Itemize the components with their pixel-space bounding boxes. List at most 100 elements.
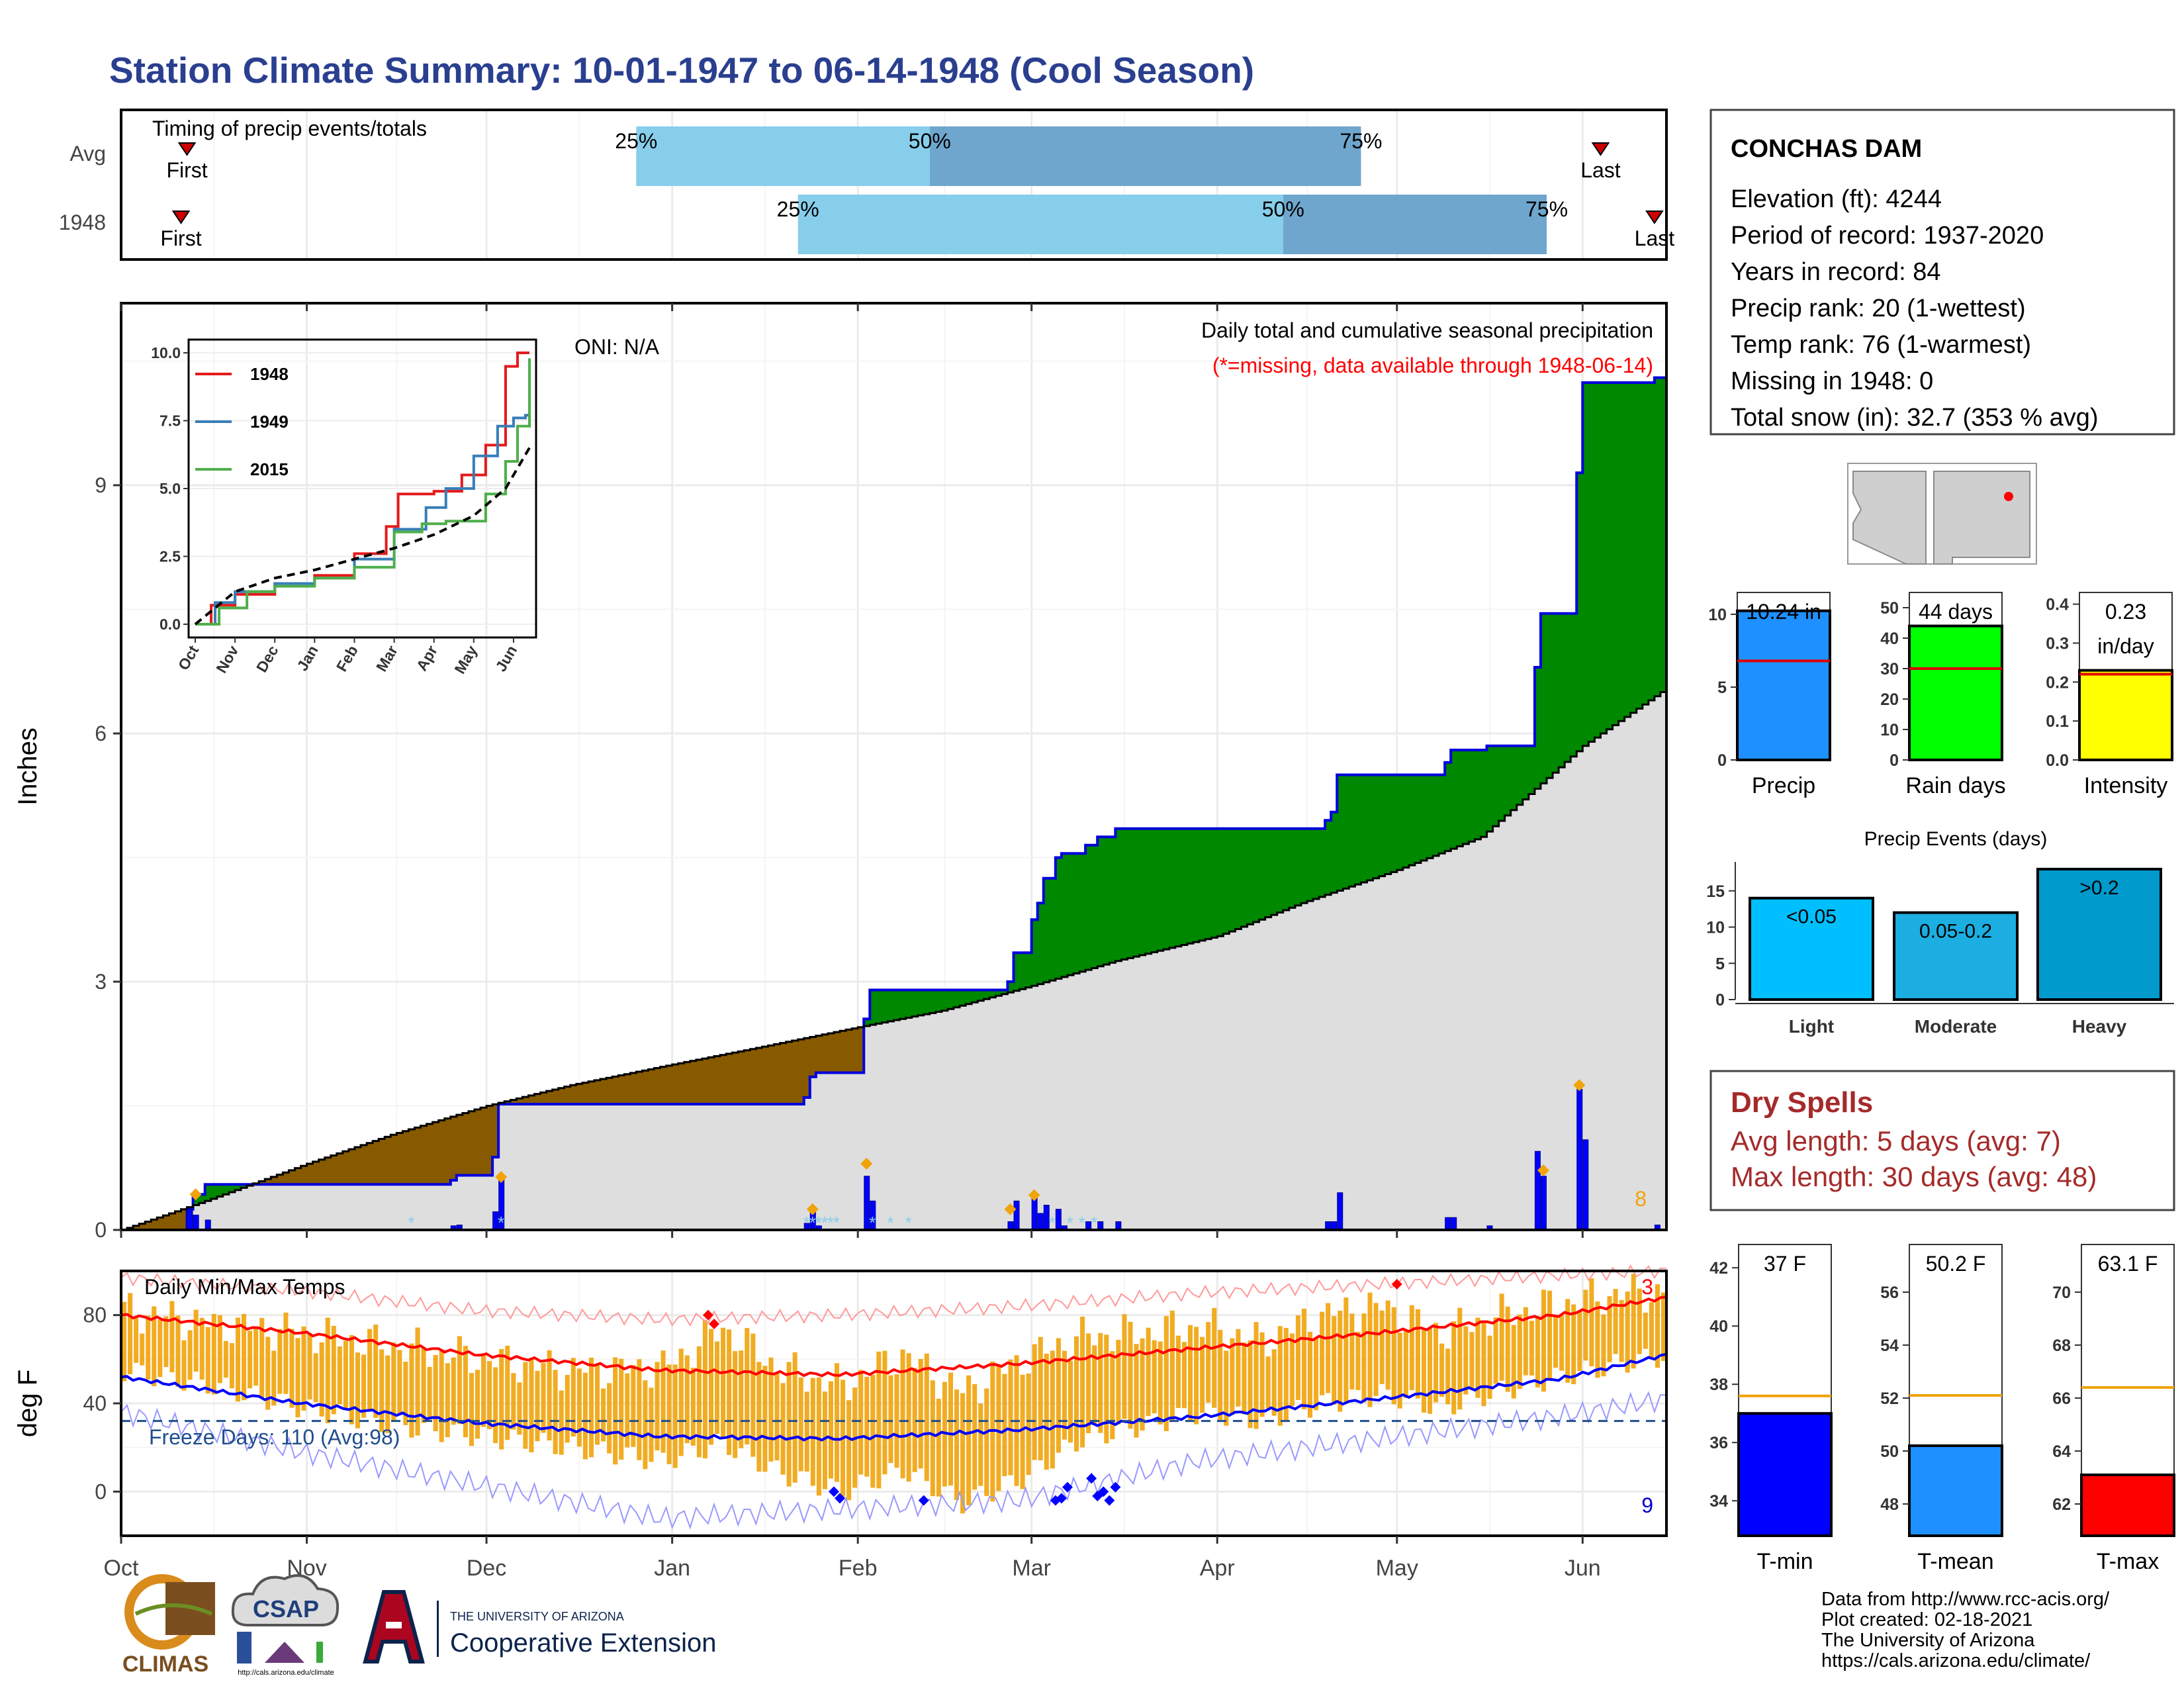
deficit-area (408, 1129, 416, 1185)
deficit-area (666, 1065, 673, 1104)
dry-spells-title: Dry Spells (1731, 1086, 1873, 1119)
daily-temp-bar (727, 1329, 732, 1455)
daily-temp-bar (1469, 1332, 1475, 1389)
daily-temp-bar (1433, 1323, 1439, 1403)
deficit-area (402, 1131, 410, 1185)
deficit-area (528, 1095, 535, 1104)
daily-temp-bar (1158, 1341, 1163, 1425)
daily-temp-bar (1152, 1340, 1157, 1414)
daily-temp-bar (409, 1343, 414, 1438)
month-label: Dec (467, 1556, 506, 1581)
temp-summary-0-tick-label: 36 (1709, 1434, 1728, 1452)
daily-temp-bar (601, 1388, 606, 1442)
record-low-marker (1062, 1481, 1073, 1493)
daily-temp-bar (1427, 1327, 1433, 1414)
daily-temp-bar (475, 1370, 480, 1439)
deficit-area (468, 1111, 475, 1176)
surplus-area (1594, 383, 1602, 738)
surplus-area (1553, 613, 1559, 773)
daily-temp-bar (134, 1317, 139, 1363)
daily-temp-bar (1619, 1299, 1624, 1362)
daily-temp-bar (918, 1358, 923, 1469)
y-tick-label: 80 (83, 1303, 107, 1327)
surplus-area (1451, 750, 1457, 849)
precip-summary-0-tick-label: 5 (1717, 679, 1727, 697)
daily-temp-bar (1134, 1344, 1139, 1438)
daily-temp-bar (1481, 1323, 1486, 1407)
daily-temp-bar (122, 1301, 127, 1382)
surplus-area (1163, 828, 1170, 950)
snow-day-marker: * (905, 1213, 912, 1233)
daily-temp-bar (1541, 1289, 1546, 1392)
deficit-area (576, 1084, 583, 1104)
daily-temp-bar (948, 1372, 954, 1486)
daily-temp-bar (846, 1400, 852, 1501)
deficit-area (265, 1179, 271, 1185)
surplus-area (1343, 774, 1349, 889)
deficit-area (367, 1143, 373, 1185)
surplus-area (1175, 828, 1182, 947)
daily-temp-bar (1230, 1338, 1235, 1415)
dry-spells-box: Dry Spells Avg length: 5 days (avg: 7) M… (1709, 1070, 2175, 1211)
daily-temp-bar (1283, 1328, 1289, 1421)
daily-temp-bar (1637, 1288, 1642, 1354)
daily-temp-bar (217, 1315, 222, 1383)
surplus-area (1061, 853, 1068, 977)
deficit-area (821, 1034, 829, 1073)
daily-temp-bar (1253, 1322, 1259, 1429)
daily-temp-bar (1098, 1333, 1103, 1433)
y-tick-label: 40 (83, 1391, 107, 1415)
deficit-area (756, 1048, 762, 1104)
temp-title: Daily Min/Max Temps (144, 1275, 345, 1299)
surplus-area (210, 1184, 218, 1199)
deficit-area (462, 1113, 469, 1176)
surplus-area (960, 990, 966, 1006)
daily-temp-bar (816, 1377, 821, 1496)
daily-temp-bar (1535, 1316, 1540, 1387)
daily-temp-bar (295, 1338, 300, 1418)
surplus-area (1349, 774, 1355, 887)
surplus-area (205, 1184, 212, 1201)
daily-temp-bar (277, 1329, 283, 1394)
daily-record-marker (189, 1188, 202, 1201)
station-line: Period of record: 1937-2020 (1731, 222, 2044, 250)
daily-temp-bar (858, 1370, 864, 1475)
inset-x-tick-label: May (451, 642, 480, 677)
daily-temp-bar (427, 1366, 432, 1420)
daily-temp-bar (582, 1372, 588, 1460)
daily-temp-bar (1661, 1292, 1666, 1362)
deficit-area (713, 1056, 721, 1104)
daily-temp-bar (337, 1346, 342, 1405)
surplus-area (1055, 857, 1062, 979)
deficit-area (354, 1147, 361, 1185)
daily-temp-bar (786, 1362, 792, 1487)
daily-temp-bar (499, 1348, 504, 1450)
events-bar (1749, 896, 1874, 1001)
daily-temp-bar (1056, 1338, 1061, 1453)
surplus-area (1259, 828, 1266, 920)
deficit-area (552, 1089, 559, 1104)
temp-summary-1-tick-label: 52 (1880, 1389, 1899, 1408)
daily-precip-bar (1451, 1217, 1457, 1231)
daily-temp-bar (1655, 1284, 1660, 1368)
precip-summary-1-tick-label: 10 (1880, 721, 1899, 739)
surplus-area (1385, 774, 1392, 874)
inset-x-tick-label: Apr (413, 642, 441, 673)
surplus-area (947, 990, 954, 1009)
events-category-label: Light (1789, 1016, 1834, 1037)
daily-temp-bar (463, 1346, 468, 1438)
deficit-area (259, 1181, 265, 1185)
timing-label-50: 50% (909, 129, 951, 153)
precip-missing-note: (*=missing, data available through 1948-… (1212, 353, 1653, 377)
deficit-area (474, 1109, 481, 1176)
daily-temp-bar (1445, 1348, 1451, 1405)
surplus-area (1091, 845, 1098, 968)
precip-summary-1-category-label: Rain days (1905, 773, 2005, 798)
deficit-area (145, 1221, 152, 1230)
daily-temp-bar (1194, 1327, 1199, 1425)
daily-temp-bar (1163, 1316, 1169, 1431)
daily-temp-bar (1403, 1329, 1408, 1398)
snow-day-marker: * (809, 1213, 816, 1233)
timing-bar-25-50 (797, 195, 1283, 254)
daily-temp-bar (1643, 1312, 1648, 1349)
